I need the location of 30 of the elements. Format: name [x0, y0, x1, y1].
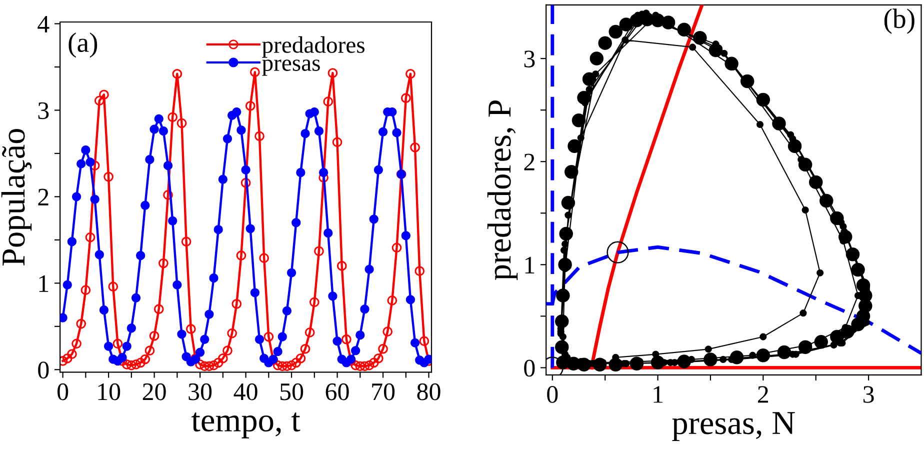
- y-tick-label: 1: [525, 256, 534, 274]
- x-tick-label: 10: [98, 383, 120, 400]
- x-tick-label: 60: [326, 383, 349, 400]
- x-axis-title: tempo, t: [191, 412, 300, 438]
- annotation: (b): [884, 8, 914, 34]
- annotation: (a): [68, 32, 98, 58]
- y-tick-label: 1: [39, 275, 48, 292]
- y-axis-title: predadores, P: [487, 100, 518, 280]
- legend-label: predadores: [262, 36, 364, 58]
- x-tick-label: 1: [654, 386, 663, 403]
- x-axis-title: presas, N: [672, 412, 795, 442]
- y-tick-label: 3: [38, 102, 49, 120]
- x-tick-label: 3: [863, 386, 874, 403]
- x-tick-label: 70: [372, 383, 395, 400]
- y-tick-label: 4: [38, 16, 50, 32]
- x-tick-label: 20: [142, 383, 166, 400]
- x-tick-label: 80: [417, 383, 440, 400]
- x-tick-label: 30: [188, 383, 212, 400]
- y-tick-label: 2: [524, 154, 534, 170]
- y-tick-label: 3: [524, 50, 535, 68]
- y-tick-label: 0: [524, 360, 535, 377]
- y-tick-label: 0: [38, 362, 49, 379]
- legend-label: presas: [262, 60, 320, 76]
- x-tick-label: 0: [547, 386, 558, 403]
- x-tick-label: 0: [58, 383, 68, 400]
- x-tick-label: 2: [758, 386, 768, 403]
- y-tick-label: 2: [38, 188, 48, 206]
- y-axis-title: População: [1, 128, 32, 266]
- x-tick-label: 50: [280, 383, 304, 400]
- x-tick-label: 40: [234, 383, 258, 400]
